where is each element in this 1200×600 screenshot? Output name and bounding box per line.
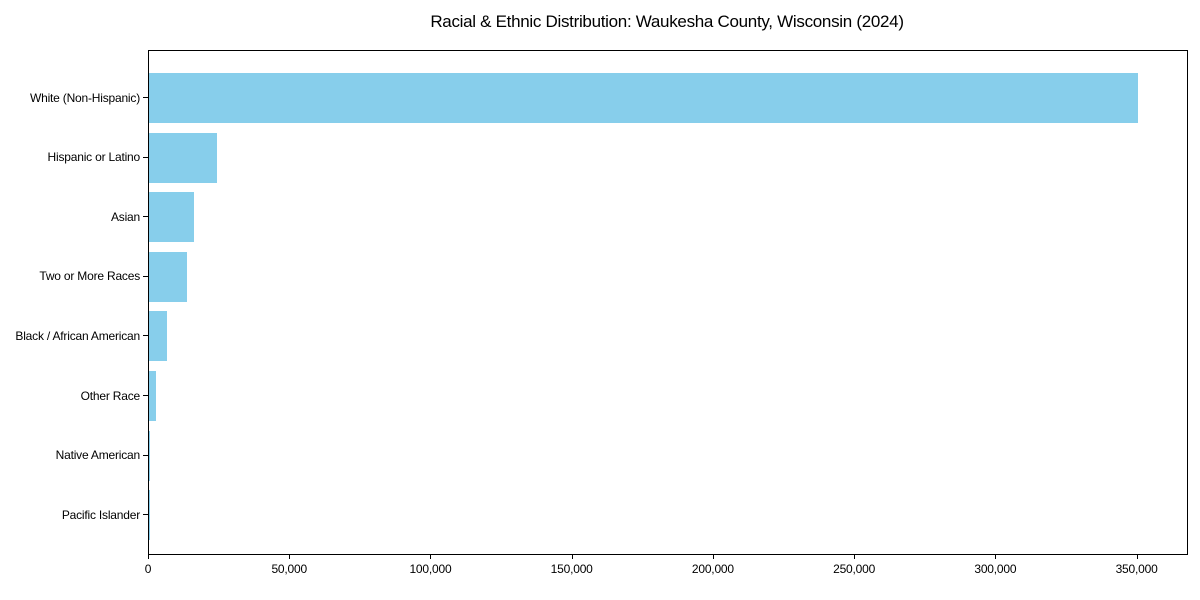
x-axis-tick-label: 150,000 (550, 562, 593, 576)
x-axis-tick (571, 554, 573, 559)
x-axis-tick-label: 50,000 (271, 562, 307, 576)
y-axis-tick (143, 454, 148, 456)
x-axis-tick-label: 250,000 (833, 562, 876, 576)
x-axis-tick (148, 554, 149, 559)
y-axis-tick (143, 156, 148, 158)
y-axis-category-label: Black / African American (15, 328, 140, 343)
x-axis-tick (430, 554, 432, 559)
bar-black-african-american (149, 311, 167, 362)
bar-two-or-more-races (149, 251, 188, 302)
y-axis-category-label: Other Race (80, 388, 141, 403)
x-axis-tick-label: 100,000 (409, 562, 452, 576)
y-axis-category-label: Two or More Races (39, 269, 140, 284)
y-axis-tick (143, 395, 148, 397)
y-axis-tick (143, 97, 148, 99)
plot-area (148, 50, 1188, 555)
bar-other-race (149, 371, 156, 422)
x-axis-tick-label: 200,000 (691, 562, 734, 576)
x-axis-tick (1136, 554, 1138, 559)
y-axis-tick (143, 216, 148, 218)
y-axis-tick (143, 275, 148, 277)
y-axis-category-label: Asian (110, 209, 140, 224)
bar-native-american (149, 430, 151, 481)
x-axis-tick-label: 350,000 (1115, 562, 1158, 576)
y-axis-category-label: Pacific Islander (61, 507, 140, 522)
x-axis-tick (712, 554, 714, 559)
chart-title: Racial & Ethnic Distribution: Waukesha C… (430, 12, 904, 31)
y-axis-tick (143, 335, 148, 337)
x-axis-tick-label: 0 (144, 562, 152, 576)
x-axis-tick (289, 554, 291, 559)
y-axis-category-label: Hispanic or Latino (47, 150, 141, 165)
x-axis-tick-label: 300,000 (974, 562, 1017, 576)
x-axis-tick (995, 554, 997, 559)
bar-hispanic-or-latino (149, 132, 217, 183)
bar-asian (149, 192, 195, 243)
bar-white-non-hispanic (149, 73, 1138, 124)
y-axis-category-label: White (Non-Hispanic) (29, 90, 140, 105)
y-axis-category-label: Native American (55, 448, 141, 463)
x-axis-tick (854, 554, 856, 559)
y-axis-tick (143, 514, 148, 516)
